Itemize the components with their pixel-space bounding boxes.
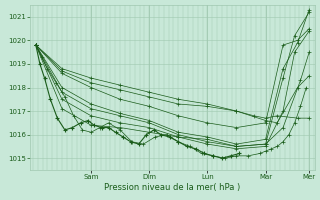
- X-axis label: Pression niveau de la mer( hPa ): Pression niveau de la mer( hPa ): [104, 183, 241, 192]
